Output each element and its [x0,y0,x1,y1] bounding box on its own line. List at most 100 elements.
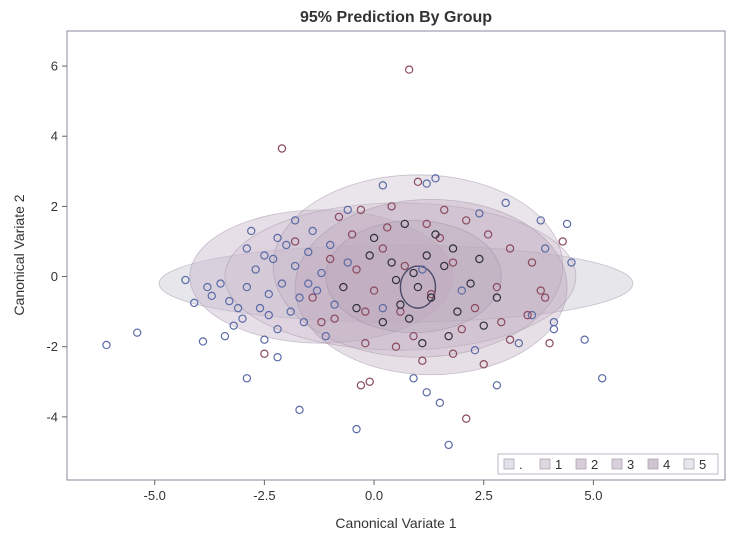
prediction-ellipse-2 [224,202,577,351]
data-point [365,251,374,260]
data-point [422,251,431,260]
data-point [422,388,431,397]
data-point [505,244,515,253]
data-point [422,179,431,188]
data-point [497,317,506,327]
data-point [247,226,256,236]
data-point [387,258,396,267]
data-point [466,279,475,288]
x-tick-label: -2.5 [253,488,275,503]
data-point [409,374,418,383]
legend-box [497,453,719,475]
data-point [365,377,374,386]
x-tick-label: 0.0 [365,488,383,503]
data-point [286,307,295,316]
data-point [102,340,111,350]
data-point [238,314,247,323]
data-point [505,335,515,344]
data-point [343,258,352,267]
data-point [501,198,510,208]
data-point [457,324,466,334]
data-point [317,317,326,327]
data-point [440,261,449,271]
data-point [242,282,252,292]
data-point [461,414,471,423]
data-point [198,337,208,346]
data-point [378,181,388,190]
y-tick-label: -2 [46,339,58,354]
data-point [216,279,225,288]
data-point [400,261,409,271]
data-point [492,282,502,292]
data-point [444,440,453,450]
data-point [326,254,335,264]
legend: . 1 2 3 4 5 [497,453,719,475]
data-point [369,233,379,243]
data-point [277,144,287,153]
data-point [448,244,458,253]
x-tick-label: -5.0 [144,488,166,503]
data-point [426,293,436,302]
data-point [242,244,252,253]
legend-swatch [503,458,515,470]
data-point [514,338,524,348]
data-point [356,205,366,215]
y-axis-label: Canonical Variate 2 [11,194,27,315]
data-point [597,374,607,383]
legend-label: 1 [555,457,562,472]
data-point [220,331,230,341]
data-point [391,342,401,351]
data-point [277,279,287,288]
x-tick-label: 2.5 [475,488,493,503]
data-point [431,174,440,183]
chart-title: 95% Prediction By Group [300,9,492,26]
legend-swatch [647,458,659,470]
x-tick-label: 5.0 [584,488,602,503]
data-point [260,251,269,260]
data-point [352,424,361,434]
data-point [479,321,488,330]
data-point [361,307,370,316]
prediction-ellipse-6 [399,265,437,309]
data-point [260,335,269,344]
data-point [536,286,545,295]
y-tick-label: 0 [51,269,58,284]
data-point [378,317,388,327]
data-point [536,216,545,225]
legend-label: . [519,457,523,472]
data-point [295,405,304,415]
legend-swatch [539,458,551,470]
data-point [290,216,300,225]
data-point [426,289,436,299]
data-point [448,349,458,358]
data-point [540,244,550,253]
data-point [203,282,212,292]
data-point [190,298,199,308]
data-point [435,398,445,408]
data-point [304,279,313,288]
y-tick-label: 2 [51,199,58,214]
data-point [361,338,370,348]
legend-swatch [683,458,695,470]
data-point [317,268,326,278]
data-point [308,293,317,302]
data-point [299,317,309,327]
data-point [255,303,265,313]
data-point [492,381,502,390]
data-point [378,244,388,253]
data-point [418,356,427,365]
data-point [290,237,300,246]
x-axis: -5.0 -2.5 0.0 2.5 5.0 [144,480,602,503]
data-point [352,265,361,274]
data-point [233,303,243,313]
data-point [580,335,589,344]
data-point [457,286,466,295]
data-point [356,381,366,390]
data-point [431,230,440,239]
data-point [527,310,537,320]
data-point [444,331,453,341]
x-axis-label: Canonical Variate 1 [335,515,456,531]
data-point [181,275,190,285]
data-point [330,314,339,323]
data-point [470,346,480,355]
